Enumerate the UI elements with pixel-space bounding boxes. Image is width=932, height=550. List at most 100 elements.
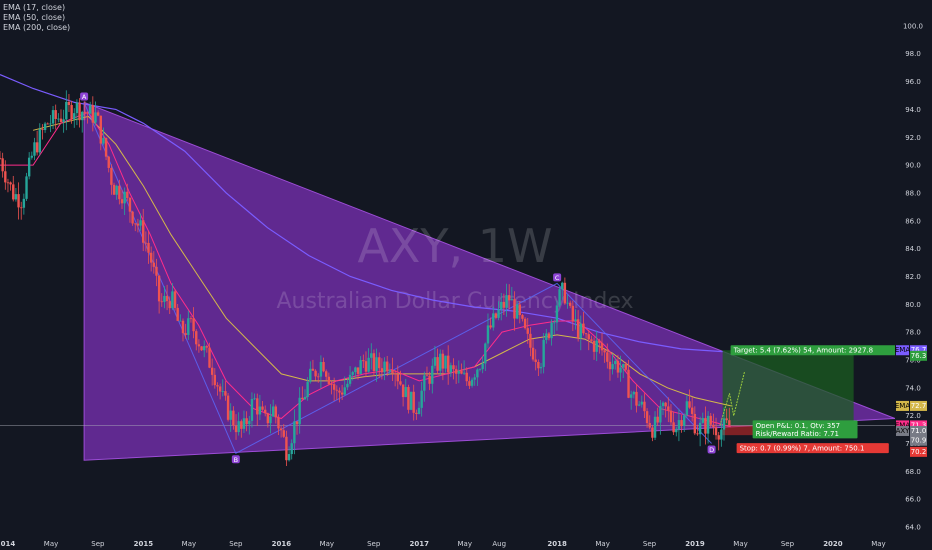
candle <box>611 353 614 375</box>
candle-body <box>704 418 707 434</box>
candle <box>142 208 145 252</box>
candle-body <box>391 370 394 374</box>
candle <box>25 172 28 201</box>
candle-body <box>70 105 73 120</box>
candle-body <box>210 367 214 375</box>
candle <box>619 355 622 382</box>
legend-item-ema17[interactable]: EMA (17, close) <box>3 3 66 12</box>
price-tick-label: 88.0 <box>905 189 921 197</box>
candle-body <box>314 370 317 377</box>
candle-body <box>319 361 323 377</box>
candle <box>189 316 193 323</box>
candle <box>362 354 365 369</box>
abcd-marker <box>707 445 716 454</box>
candle <box>407 384 410 414</box>
candle <box>388 363 392 375</box>
candle-body <box>685 401 689 416</box>
candle <box>218 383 222 400</box>
candle-body <box>616 360 620 373</box>
abcd-marker-text: C <box>555 274 560 282</box>
candle <box>359 356 362 375</box>
candle <box>592 337 596 360</box>
candle-body <box>725 418 728 421</box>
candle <box>250 392 254 428</box>
target-label: Target: 5.4 (7.62%) 54, Amount: 2927.8 <box>730 345 901 356</box>
candle <box>234 414 238 440</box>
candle-body <box>303 396 307 400</box>
candle-body <box>6 182 10 184</box>
candle-body <box>375 357 378 372</box>
candle <box>584 332 588 339</box>
candle <box>6 178 10 193</box>
candle-body <box>120 199 124 204</box>
candle <box>181 318 185 342</box>
candle-body <box>261 406 264 410</box>
price-badge-value-bg <box>910 400 927 411</box>
candle <box>608 352 612 381</box>
indicator-legend: EMA (17, close) EMA (50, close) EMA (200… <box>3 3 70 33</box>
time-tick-label: 2016 <box>272 540 292 548</box>
candle-body <box>104 138 108 157</box>
candle <box>94 101 97 126</box>
candle-body <box>439 353 442 371</box>
candle-body <box>192 318 195 332</box>
candle <box>20 201 23 220</box>
candle <box>486 313 490 349</box>
candle <box>637 401 641 407</box>
candle-body <box>561 282 564 290</box>
time-tick-label: May <box>320 540 334 548</box>
candle-body <box>627 369 630 398</box>
candle-body <box>680 420 683 426</box>
candle <box>648 415 651 430</box>
candle-body <box>298 397 301 425</box>
candle <box>49 114 52 133</box>
ema200-line <box>0 74 723 353</box>
price-badge-value: 71.0 <box>911 427 927 435</box>
candle-body <box>197 344 201 347</box>
candle <box>27 152 31 180</box>
candle <box>261 400 264 411</box>
candle-body <box>592 340 596 352</box>
candle <box>240 419 243 438</box>
legend-item-ema200[interactable]: EMA (200, close) <box>3 23 71 32</box>
candle-body <box>648 423 651 428</box>
candle-body <box>401 384 405 398</box>
candle <box>258 394 262 421</box>
candle <box>441 349 445 381</box>
candle <box>271 399 275 418</box>
time-tick-label: 2020 <box>823 540 843 548</box>
candle <box>720 419 723 447</box>
candle-body <box>346 383 349 388</box>
candle-body <box>367 357 370 372</box>
candle <box>224 381 227 401</box>
candle <box>253 393 256 401</box>
time-tick-label: May <box>733 540 747 548</box>
candle-body <box>165 295 169 302</box>
candle <box>632 390 636 399</box>
candle-body <box>205 346 209 348</box>
candle-body <box>110 167 113 185</box>
candle <box>701 412 704 424</box>
candle <box>1 152 4 178</box>
candle-body <box>123 191 126 204</box>
candle <box>269 404 272 434</box>
candle <box>295 421 299 435</box>
candle-body <box>637 404 641 406</box>
candle <box>370 343 373 370</box>
time-tick-label: May <box>595 540 609 548</box>
candle <box>685 394 689 418</box>
candle <box>126 183 129 202</box>
candle-body <box>425 375 429 377</box>
candle <box>57 113 60 123</box>
legend-item-ema50[interactable]: EMA (50, close) <box>3 13 66 22</box>
candle <box>136 218 140 233</box>
candle <box>452 358 455 380</box>
candle <box>35 130 39 156</box>
candle <box>317 373 320 383</box>
candle <box>576 310 580 342</box>
price-tick-label: 66.0 <box>905 496 921 504</box>
candle-body <box>598 340 601 343</box>
candle <box>460 363 463 375</box>
